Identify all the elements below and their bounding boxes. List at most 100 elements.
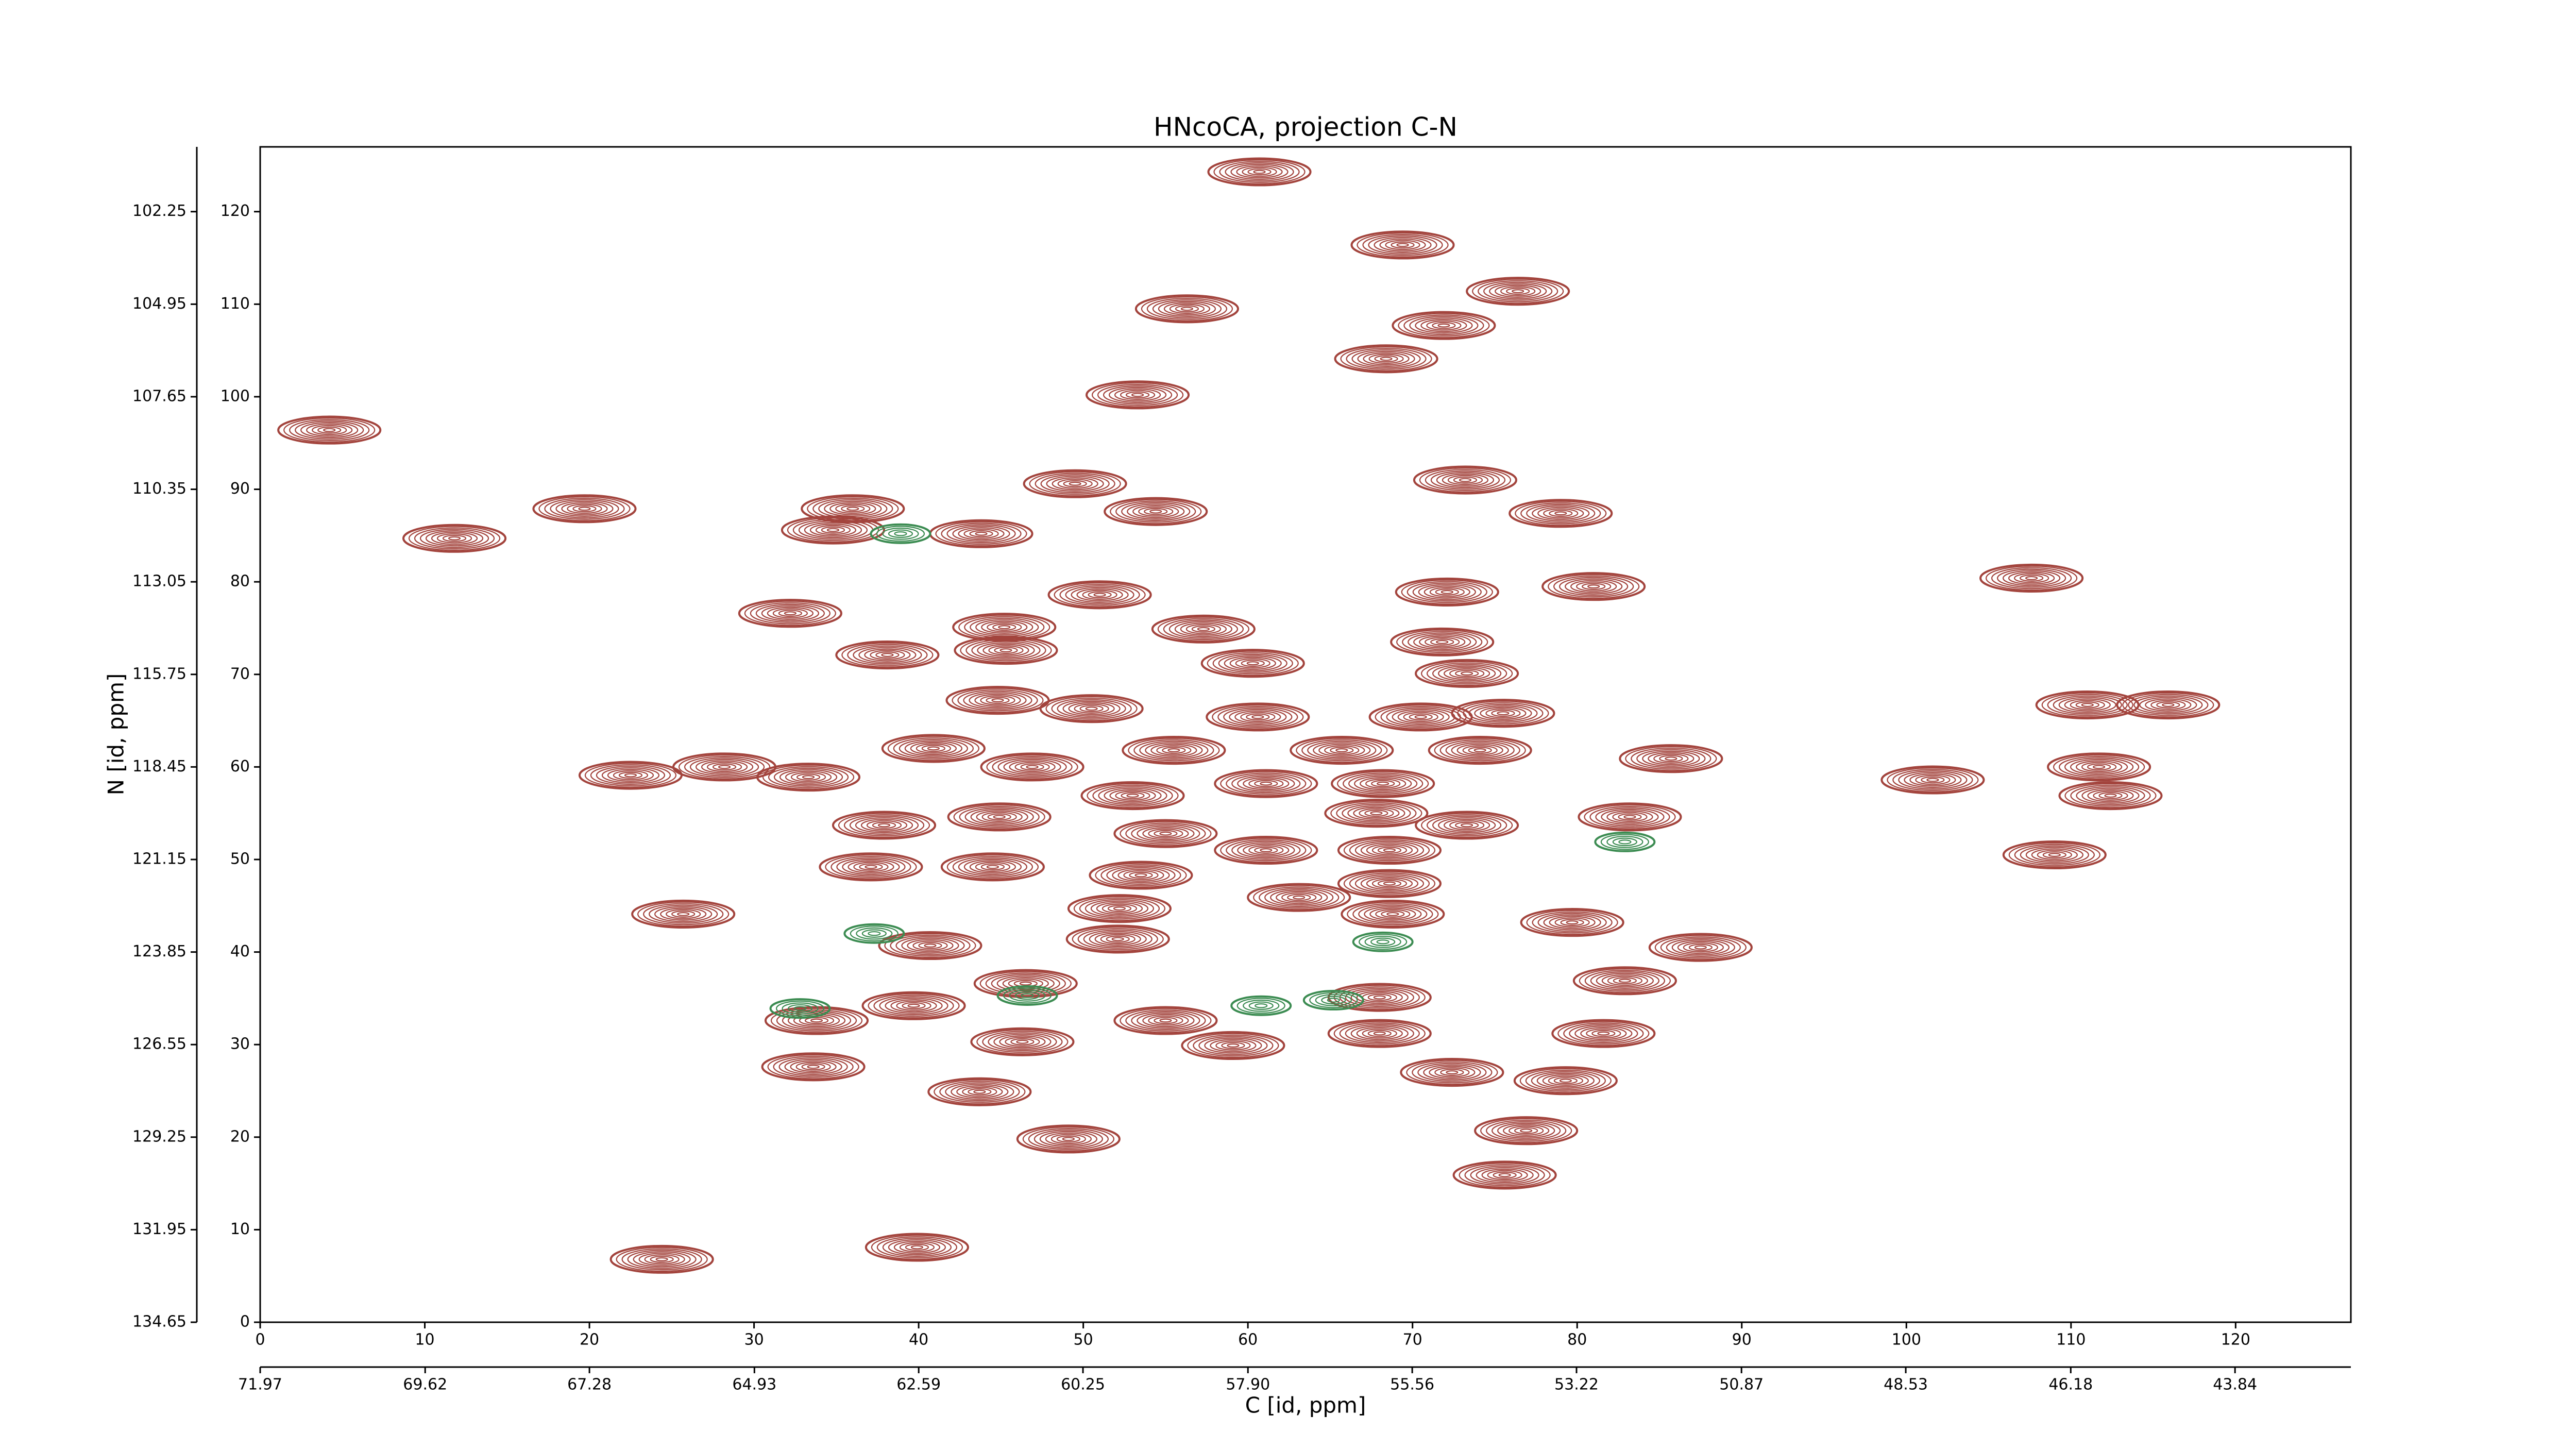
contour-ring bbox=[1131, 393, 1144, 397]
contour-ring bbox=[408, 526, 501, 551]
contour-ring bbox=[1131, 824, 1200, 844]
contour-ring bbox=[1063, 480, 1087, 487]
contour-ring bbox=[2070, 784, 2151, 807]
contour-ring bbox=[1100, 934, 1136, 945]
contour-ring bbox=[1200, 649, 1305, 678]
contour-ring bbox=[1281, 892, 1317, 903]
contour-ring bbox=[1631, 747, 1711, 770]
contour-ring bbox=[899, 1242, 935, 1253]
contour-ring bbox=[1595, 807, 1665, 827]
contour-ring bbox=[1386, 912, 1399, 916]
contour-ring bbox=[964, 807, 1034, 827]
contour-ring bbox=[283, 417, 376, 443]
contour-ring bbox=[1985, 565, 2078, 591]
contour-ring bbox=[1590, 971, 1660, 990]
contour-ring bbox=[1363, 352, 1410, 365]
contour-ring bbox=[1077, 928, 1158, 950]
contour-ring bbox=[1377, 847, 1402, 854]
contour-ring bbox=[836, 857, 906, 877]
contour-ring bbox=[1557, 1021, 1650, 1046]
contour-ring bbox=[1079, 897, 1160, 920]
contour-ring bbox=[802, 775, 815, 780]
contour-ring bbox=[2064, 783, 2157, 808]
contour-ring bbox=[1115, 500, 1196, 523]
contour-ring bbox=[773, 1055, 854, 1078]
contour-ring bbox=[842, 858, 900, 875]
y-tick-label: 50 bbox=[230, 850, 250, 868]
contour-ring bbox=[1357, 350, 1415, 367]
contour-ring bbox=[1532, 911, 1613, 934]
contour-ring bbox=[402, 524, 507, 553]
contour-ring bbox=[991, 974, 1060, 993]
contour-ring bbox=[1106, 866, 1176, 885]
contour-ring bbox=[952, 613, 1057, 642]
contour-ring bbox=[1198, 1036, 1268, 1055]
contour-ring bbox=[1483, 281, 1553, 301]
contour-ring bbox=[1625, 746, 1717, 771]
contour-ring bbox=[414, 527, 495, 550]
contour-ring bbox=[1464, 1164, 1545, 1186]
contour-ring bbox=[1497, 711, 1510, 716]
contour-ring bbox=[1420, 813, 1513, 838]
contour-ring bbox=[2093, 765, 2106, 769]
contour-ring bbox=[1014, 991, 1040, 1000]
contour-ring bbox=[1260, 781, 1273, 786]
contour-ring bbox=[1548, 574, 1640, 599]
contour-ring bbox=[981, 620, 1028, 634]
contour-ring bbox=[2014, 844, 2095, 866]
contour-ring bbox=[1436, 639, 1449, 644]
contour-ring bbox=[1110, 499, 1202, 524]
contour-ring bbox=[1430, 638, 1454, 646]
contour-ring bbox=[1520, 908, 1624, 937]
contour-ring bbox=[815, 525, 851, 535]
contour-ring bbox=[1594, 831, 1656, 852]
contour-ring bbox=[2075, 760, 2123, 774]
contour-ring bbox=[947, 802, 1052, 832]
contour-ring bbox=[1345, 1024, 1414, 1043]
contour-ring bbox=[1491, 710, 1515, 717]
contour-ring bbox=[1181, 1031, 1285, 1060]
contour-ring bbox=[1551, 1019, 1656, 1048]
contour-ring bbox=[1163, 618, 1244, 641]
contour-ring bbox=[1089, 931, 1147, 947]
contour-ring bbox=[882, 527, 919, 540]
contour-ring bbox=[981, 812, 1017, 822]
contour-ring bbox=[1350, 230, 1455, 260]
contour-ring bbox=[1383, 881, 1396, 886]
contour-ring bbox=[624, 773, 637, 778]
contour-ring bbox=[934, 1079, 1026, 1105]
y2-tick-label: 134.65 bbox=[132, 1313, 187, 1331]
contour-ring bbox=[1374, 237, 1432, 253]
contour-ring bbox=[1207, 650, 1299, 676]
contour-ring bbox=[945, 1082, 1014, 1102]
contour-ring bbox=[1231, 840, 1301, 860]
contour-ring bbox=[1436, 472, 1495, 488]
contour-ring bbox=[1050, 1134, 1086, 1144]
contour-ring bbox=[1369, 907, 1416, 921]
contour-ring bbox=[1016, 1039, 1029, 1044]
contour-ring bbox=[2122, 692, 2214, 718]
contour-ring bbox=[660, 907, 707, 921]
contour-ring bbox=[1377, 781, 1389, 786]
contour-ring bbox=[853, 645, 922, 665]
contour-ring bbox=[962, 1086, 997, 1097]
contour-ring bbox=[1026, 765, 1039, 769]
contour-ring bbox=[1260, 848, 1273, 853]
contour-ring bbox=[1478, 280, 1558, 302]
contour-ring bbox=[976, 1029, 1069, 1055]
y2-tick-label: 123.85 bbox=[132, 942, 187, 961]
contour-ring bbox=[804, 522, 862, 538]
contour-ring bbox=[1409, 713, 1433, 721]
contour-ring bbox=[1337, 835, 1442, 865]
contour-ring bbox=[1054, 582, 1146, 608]
contour-ring bbox=[1642, 750, 1700, 767]
contour-ring bbox=[2150, 700, 2186, 710]
contour-ring bbox=[762, 764, 855, 790]
contour-ring bbox=[935, 521, 1027, 547]
contour-ring bbox=[633, 1251, 691, 1268]
contour-ring bbox=[1067, 894, 1172, 923]
contour-ring bbox=[1341, 899, 1445, 929]
contour-ring bbox=[1618, 813, 1642, 821]
contour-ring bbox=[1247, 168, 1272, 176]
contour-ring bbox=[768, 766, 849, 788]
